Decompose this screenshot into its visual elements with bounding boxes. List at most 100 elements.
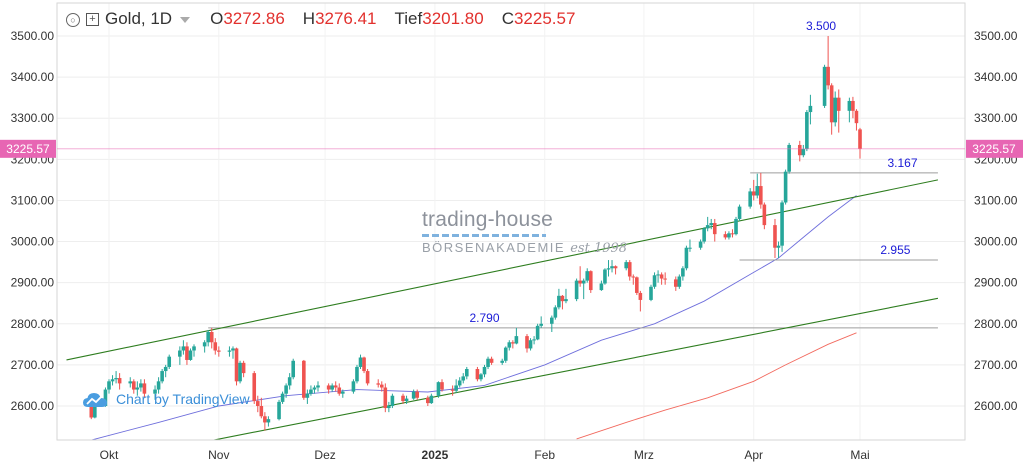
candle-body xyxy=(858,129,862,149)
candle-body xyxy=(217,350,221,352)
candle-body xyxy=(160,371,164,382)
candle-body xyxy=(330,385,334,390)
grid xyxy=(57,3,965,440)
candle-body xyxy=(202,342,207,347)
candle-body xyxy=(376,383,381,385)
candle-body xyxy=(557,295,561,308)
candle-body xyxy=(450,389,455,391)
candle-body xyxy=(734,218,738,235)
plot-frame xyxy=(56,2,966,441)
candle-body xyxy=(107,381,111,390)
candle-body xyxy=(599,283,604,291)
candle-body xyxy=(755,186,760,196)
close-value: 3225.57 xyxy=(513,9,576,28)
candle-body xyxy=(454,385,458,391)
watermark-est: est 1998 xyxy=(570,241,628,256)
candle-body xyxy=(847,100,852,111)
candle-body xyxy=(854,110,859,124)
tradingview-credit[interactable]: Chart by TradingView xyxy=(82,391,250,409)
candle-body xyxy=(702,228,706,242)
candle-body xyxy=(110,379,115,382)
credit-text: Chart by TradingView xyxy=(116,391,250,407)
candle-body xyxy=(156,381,161,390)
candle-body xyxy=(461,376,466,381)
low-value: 3201.80 xyxy=(422,9,484,28)
candle-body xyxy=(411,391,416,399)
candle-body xyxy=(291,360,296,378)
y-tick-label-right: 3100.00 xyxy=(974,193,1018,207)
candle-body xyxy=(128,381,133,384)
y-tick-label-right: 2900.00 xyxy=(974,276,1018,290)
price-tags: 3225.57 3225.57 xyxy=(0,139,1023,158)
y-tick-label-right: 3400.00 xyxy=(974,70,1018,84)
candle-body xyxy=(185,346,189,360)
candle-body xyxy=(379,384,384,388)
candle-body xyxy=(305,393,310,398)
candle-body xyxy=(712,223,717,235)
candle-body xyxy=(333,385,338,388)
candle-body xyxy=(698,241,703,248)
symbol-label[interactable]: Gold, 1D xyxy=(105,9,173,28)
y-tick-label-left: 3300.00 xyxy=(11,111,55,125)
eye-icon[interactable]: ○ xyxy=(66,12,80,27)
y-tick-label-left: 2800.00 xyxy=(11,317,55,331)
candle-body xyxy=(681,268,685,277)
candle-body xyxy=(588,271,593,291)
candle-body xyxy=(234,348,239,382)
candle-body xyxy=(624,262,628,269)
candle-body xyxy=(829,85,834,123)
y-tick-label-right: 2600.00 xyxy=(974,399,1018,413)
candle-body xyxy=(131,381,136,390)
candle-body xyxy=(489,358,494,363)
candle-body xyxy=(440,382,444,390)
y-tick-label-right: 3000.00 xyxy=(974,235,1018,249)
y-tick-label-left: 3400.00 xyxy=(11,70,55,84)
candle-body xyxy=(851,100,855,111)
candle-body xyxy=(401,395,405,402)
candle-body xyxy=(532,339,536,341)
candle-body xyxy=(188,350,193,360)
candle-body xyxy=(688,247,692,249)
open-label: O xyxy=(210,9,224,28)
candle-body xyxy=(631,276,636,278)
x-tick-label: Okt xyxy=(100,448,119,462)
candle-body xyxy=(426,397,430,404)
candle-body xyxy=(705,225,710,229)
candle-body xyxy=(457,380,462,386)
candle-body xyxy=(673,279,678,287)
y-tick-label-right: 3500.00 xyxy=(974,29,1018,43)
candle-body xyxy=(635,277,639,293)
low-label: Tief xyxy=(394,9,423,28)
candle-body xyxy=(114,378,118,380)
candle-body xyxy=(564,299,568,302)
candle-body xyxy=(503,347,508,361)
chevron-down-icon[interactable] xyxy=(180,16,191,23)
candle-body xyxy=(751,191,756,196)
candle-body xyxy=(252,373,257,402)
candle-body xyxy=(341,391,345,394)
candle-body xyxy=(266,419,271,423)
candle-body xyxy=(192,346,196,351)
high-label: H xyxy=(302,9,316,28)
y-tick-label-left: 3100.00 xyxy=(11,193,55,207)
candle-body xyxy=(213,342,218,351)
candle-body xyxy=(387,406,391,409)
x-tick-label: Nov xyxy=(208,448,229,462)
symbol-legend: ○ + Gold, 1D O3272.86 H3276.41 Tief3201.80 C32… xyxy=(66,9,589,29)
candle-body xyxy=(507,342,512,348)
candle-body xyxy=(560,295,565,302)
candle-body xyxy=(227,350,232,352)
add-compare-icon[interactable]: + xyxy=(86,13,99,27)
candle-body xyxy=(578,280,582,284)
candle-body xyxy=(355,366,359,382)
candle-body xyxy=(365,371,370,384)
candle-body xyxy=(677,276,682,287)
candle-body xyxy=(464,369,469,377)
candle-body xyxy=(836,97,841,111)
candle-body xyxy=(135,387,140,390)
candle-body xyxy=(206,332,210,343)
channel-upper-line xyxy=(66,179,939,361)
level-label: 3.167 xyxy=(887,156,917,170)
level-label: 2.955 xyxy=(880,243,910,257)
